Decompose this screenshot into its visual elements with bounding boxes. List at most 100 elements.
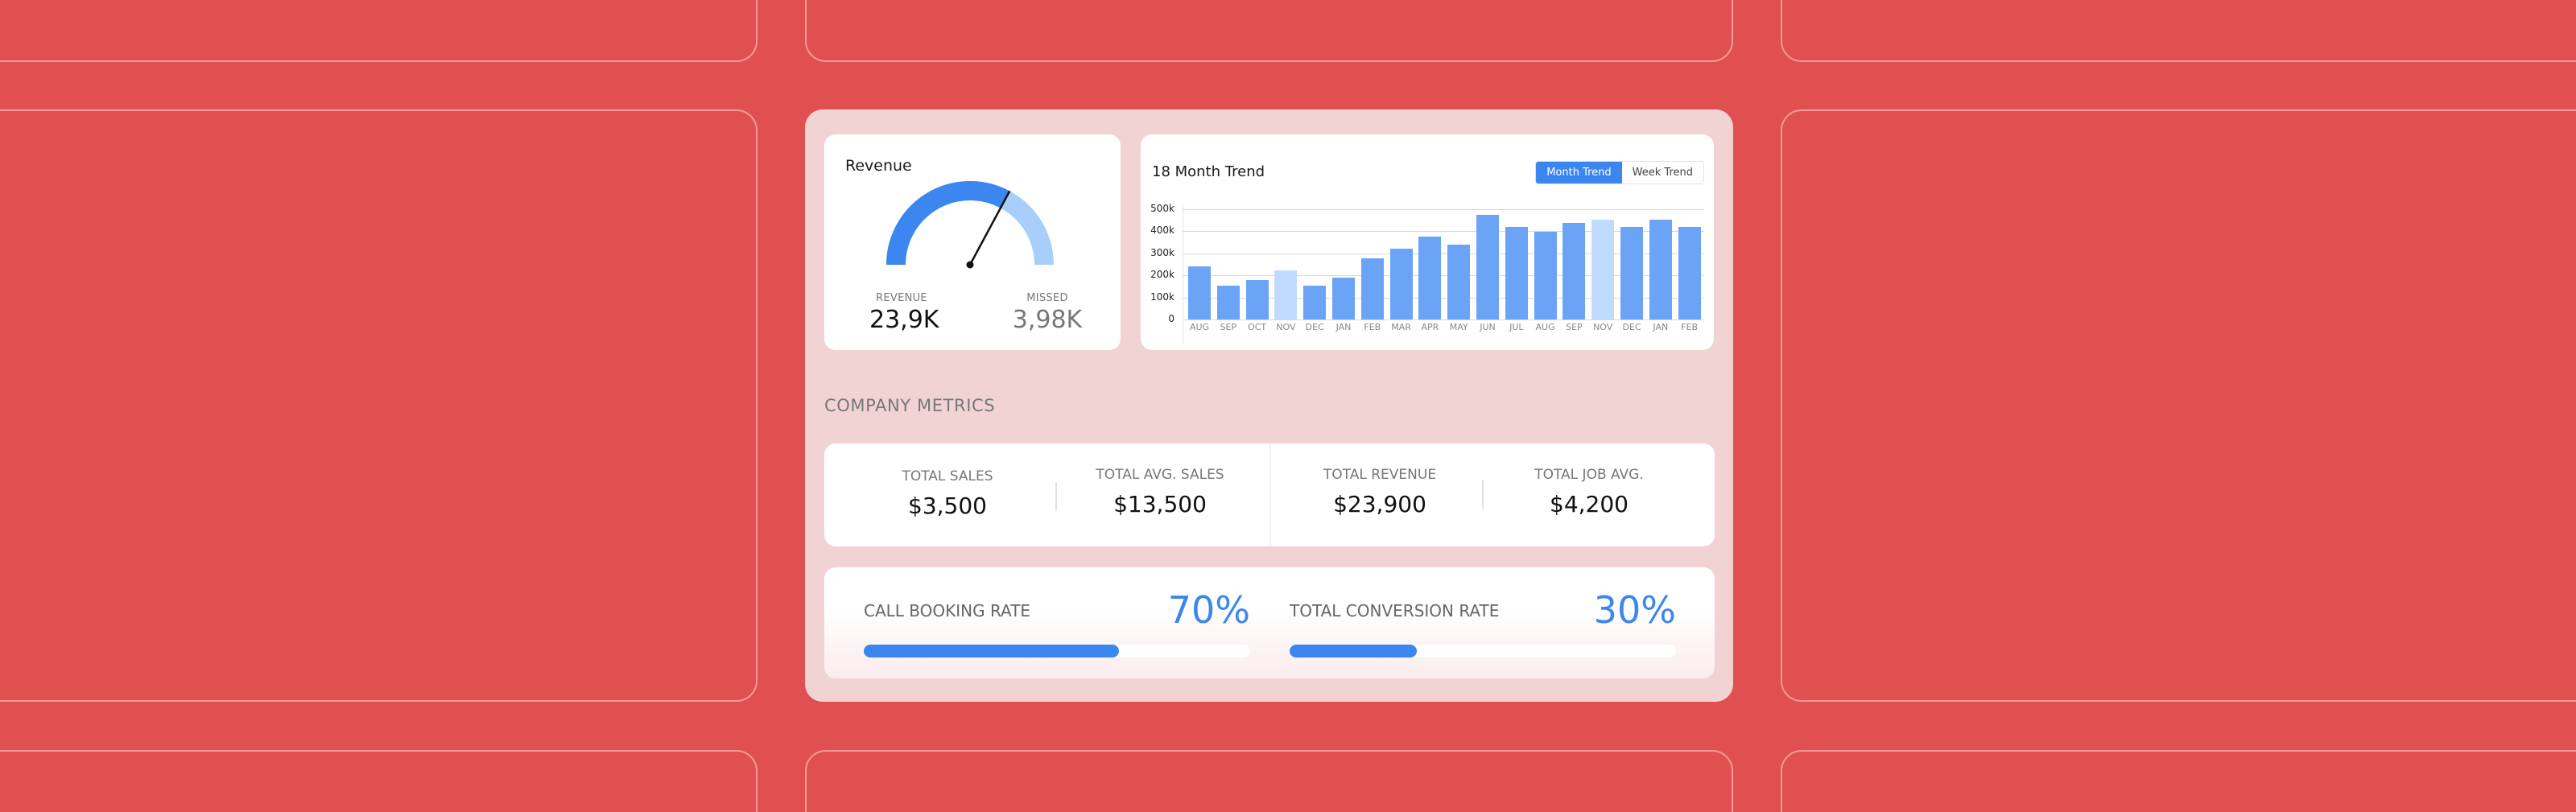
metric-value: $3,500 bbox=[908, 493, 987, 519]
metric-value: $23,900 bbox=[1333, 491, 1426, 517]
rate-label: TOTAL CONVERSION RATE bbox=[1290, 601, 1500, 620]
missed-stat-value: 3,98K bbox=[1012, 306, 1083, 334]
bg-frame-bottom-center bbox=[805, 750, 1733, 812]
chart-bar[interactable] bbox=[1649, 219, 1672, 319]
trend-toggle: Month Trend Week Trend bbox=[1535, 161, 1704, 184]
chart-bar[interactable] bbox=[1563, 222, 1586, 319]
missed-stat-label: MISSED bbox=[1026, 292, 1068, 304]
chart-bar[interactable] bbox=[1188, 266, 1211, 319]
metric-total-sales: TOTAL SALES $3,500 bbox=[851, 468, 1044, 519]
chart-bar[interactable] bbox=[1332, 277, 1355, 319]
chart-bar[interactable] bbox=[1303, 286, 1327, 319]
y-tick-label: 500k bbox=[1150, 203, 1174, 214]
chart-bar[interactable] bbox=[1360, 258, 1384, 319]
rate-value: 70% bbox=[1167, 588, 1250, 632]
y-tick-label: 400k bbox=[1150, 225, 1174, 237]
x-tick-label: JAN bbox=[1653, 322, 1669, 332]
week-trend-button[interactable]: Week Trend bbox=[1621, 162, 1703, 183]
x-tick-label: SEP bbox=[1220, 322, 1237, 332]
bg-frame-bottom-left bbox=[0, 750, 758, 812]
y-tick-label: 300k bbox=[1150, 246, 1174, 258]
x-tick-label: FEB bbox=[1681, 322, 1698, 332]
chart-bar[interactable] bbox=[1476, 215, 1499, 319]
chart-bar[interactable] bbox=[1418, 236, 1442, 319]
metric-label: TOTAL SALES bbox=[902, 468, 993, 484]
gauge-needle bbox=[968, 190, 1011, 266]
x-tick-label: OCT bbox=[1248, 322, 1267, 332]
metric-label: TOTAL AVG. SALES bbox=[1096, 467, 1224, 483]
x-tick-label: MAY bbox=[1449, 322, 1468, 332]
revenue-card-title: Revenue bbox=[845, 157, 912, 175]
x-tick-label: NOV bbox=[1593, 322, 1613, 332]
x-tick-label: JUL bbox=[1509, 322, 1524, 332]
x-tick-label: SEP bbox=[1566, 322, 1583, 332]
trend-card-title: 18 Month Trend bbox=[1152, 163, 1265, 180]
company-metrics-title: COMPANY METRICS bbox=[824, 396, 996, 415]
metric-separator bbox=[1055, 482, 1057, 511]
progress-track bbox=[864, 645, 1250, 657]
bg-frame-bottom-right bbox=[1781, 750, 2576, 812]
gauge-needle-hub bbox=[966, 261, 974, 269]
x-tick-label: JUN bbox=[1480, 322, 1496, 332]
gridline bbox=[1183, 231, 1704, 233]
progress-fill bbox=[1290, 645, 1418, 657]
gridline bbox=[1183, 253, 1704, 254]
x-tick-label: DEC bbox=[1622, 322, 1641, 332]
bg-frame-top-right bbox=[1781, 0, 2576, 62]
rate-value: 30% bbox=[1593, 588, 1676, 632]
total-conversion-rate: TOTAL CONVERSION RATE 30% bbox=[1290, 567, 1676, 678]
metric-label: TOTAL REVENUE bbox=[1323, 467, 1437, 483]
chart-bar[interactable] bbox=[1505, 226, 1528, 319]
chart-bar[interactable] bbox=[1591, 219, 1615, 319]
metric-label: TOTAL JOB AVG. bbox=[1534, 467, 1644, 483]
y-tick-label: 200k bbox=[1150, 269, 1174, 281]
chart-bar[interactable] bbox=[1389, 249, 1413, 319]
x-tick-label: NOV bbox=[1276, 322, 1296, 332]
chart-bar[interactable] bbox=[1620, 226, 1643, 319]
chart-bar[interactable] bbox=[1534, 231, 1557, 319]
chart-bar[interactable] bbox=[1216, 286, 1240, 319]
dashboard-panel: Revenue REVENUE 23,9K MISSED 3,98K 18 Mo… bbox=[805, 109, 1733, 702]
chart-bar[interactable] bbox=[1447, 245, 1471, 319]
gridline bbox=[1183, 275, 1704, 277]
revenue-stat-value: 23,9K bbox=[869, 306, 939, 334]
company-metrics-card: TOTAL SALES $3,500 TOTAL AVG. SALES $13,… bbox=[824, 443, 1715, 546]
gridline bbox=[1183, 319, 1704, 320]
x-tick-label: FEB bbox=[1364, 322, 1381, 332]
y-tick-label: 100k bbox=[1150, 291, 1174, 303]
metric-separator bbox=[1482, 480, 1484, 509]
call-booking-rate: CALL BOOKING RATE 70% bbox=[864, 567, 1250, 678]
trend-bar-chart: 0 100k 200k 300k 400k 500k AUG SEP OCT NOV DEC JAN F… bbox=[1141, 134, 1714, 350]
metrics-divider bbox=[1269, 443, 1271, 546]
month-trend-button[interactable]: Month Trend bbox=[1536, 162, 1622, 183]
bg-frame-mid-left bbox=[0, 109, 758, 702]
revenue-stat-label: REVENUE bbox=[876, 292, 927, 304]
x-tick-label: AUG bbox=[1535, 322, 1555, 332]
missed-stat: MISSED 3,98K bbox=[1011, 292, 1084, 334]
metric-total-job-avg: TOTAL JOB AVG. $4,200 bbox=[1492, 467, 1686, 517]
rates-card: CALL BOOKING RATE 70% TOTAL CONVERSION R… bbox=[824, 567, 1715, 678]
revenue-card: Revenue REVENUE 23,9K MISSED 3,98K bbox=[824, 134, 1121, 350]
x-tick-label: DEC bbox=[1305, 322, 1324, 332]
metric-value: $4,200 bbox=[1550, 491, 1629, 517]
chart-bar[interactable] bbox=[1245, 280, 1269, 319]
revenue-gauge bbox=[886, 181, 1054, 269]
progress-track bbox=[1290, 645, 1676, 657]
gauge-revenue-arc bbox=[886, 181, 1010, 266]
x-tick-label: AUG bbox=[1189, 322, 1210, 332]
gridline bbox=[1183, 297, 1704, 299]
gridline bbox=[1183, 209, 1704, 210]
x-tick-label: MAR bbox=[1391, 322, 1411, 332]
bg-frame-mid-right bbox=[1781, 109, 2576, 702]
chart-bar[interactable] bbox=[1678, 226, 1701, 319]
trend-card: 18 Month Trend Month Trend Week Trend 0 1… bbox=[1141, 134, 1714, 350]
chart-bar[interactable] bbox=[1274, 270, 1298, 319]
metric-value: $13,500 bbox=[1113, 491, 1207, 517]
metric-total-revenue: TOTAL REVENUE $23,900 bbox=[1283, 467, 1476, 517]
x-tick-label: JAN bbox=[1335, 322, 1352, 332]
progress-fill bbox=[864, 645, 1119, 657]
revenue-stat: REVENUE 23,9K bbox=[869, 292, 939, 334]
y-tick-label: 0 bbox=[1168, 313, 1174, 324]
metric-total-avg-sales: TOTAL AVG. SALES $13,500 bbox=[1063, 467, 1257, 517]
bg-frame-top-center bbox=[805, 0, 1733, 62]
